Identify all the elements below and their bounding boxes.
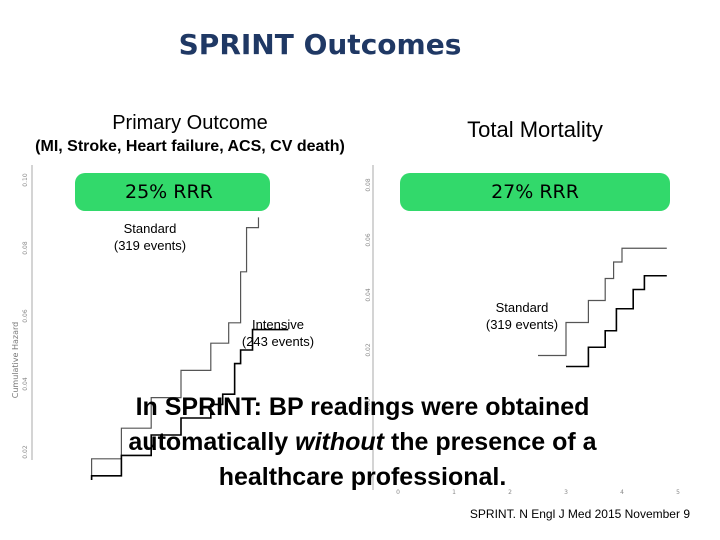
right-y-tick-label: 0.04 [365,288,372,302]
left-y-tick-label: 0.10 [22,173,29,187]
right-y-tick-label: 0.02 [365,343,372,357]
primary-outcome-chart: Cumulative Hazard 0.000.020.040.060.080.… [11,165,289,480]
left-y-tick-label: 0.02 [22,445,29,459]
right-x-tick-label: 2 [508,489,512,496]
left-standard-label-line1: Standard [123,221,177,236]
right-y-ticks: 0.000.020.040.060.080.10 [365,178,372,412]
left-y-tick-label: 0.04 [22,377,29,391]
right-standard-label: Standard (319 events) [472,299,572,333]
right-x-tick-label: 5 [676,489,680,496]
left-standard-label-line2: (319 events) [113,238,187,253]
right-series-0-line [538,247,667,357]
left-standard-label: Standard (319 events) [100,220,200,254]
primary-outcome-rrr-badge: 25% RRR [75,173,270,211]
citation: SPRINT. N Engl J Med 2015 November 9 [469,507,690,521]
left-y-tick-label: 0.08 [22,241,29,255]
statement-emphasis: without [295,428,384,456]
left-y-ticks: 0.000.020.040.060.080.10 [22,173,29,459]
sprint-statement: In SPRINT: BP readings were obtained aut… [90,390,635,495]
right-series-group [538,247,667,368]
total-mortality-heading: Total Mortality [467,117,603,142]
right-standard-label-line2: (319 events) [485,317,559,332]
left-y-tick-label: 0.06 [22,309,29,323]
right-standard-label-line1: Standard [495,300,549,315]
right-y-tick-label: 0.00 [365,398,372,412]
statement-text-before: In SPRINT: BP readings were obtained aut… [128,393,590,456]
left-intensive-label-line2: (243 events) [241,334,315,349]
left-series-1-line [90,328,289,480]
left-series-group [90,217,289,480]
right-series-1-line [566,274,667,368]
total-mortality-rrr-badge: 27% RRR [400,173,670,211]
left-intensive-label: Intensive (243 events) [228,316,328,350]
right-x-ticks: 0 1 2 3 4 5 [396,489,680,496]
right-x-tick-label: 4 [620,489,624,496]
right-y-tick-label: 0.06 [365,233,372,247]
right-x-tick-label: 1 [452,489,456,496]
primary-outcome-heading: Primary Outcome [112,112,268,134]
left-y-axis-label: Cumulative Hazard [11,322,20,398]
right-x-tick-label: 3 [564,489,568,496]
right-y-tick-label: 0.08 [365,178,372,192]
right-x-tick-label: 0 [396,489,400,496]
slide-title: SPRINT Outcomes [178,28,462,61]
primary-outcome-subheading: (MI, Stroke, Heart failure, ACS, CV deat… [35,138,345,155]
statement-text-after: the presence of a healthcare professiona… [218,428,597,491]
left-intensive-label-line1: Intensive [251,317,305,332]
